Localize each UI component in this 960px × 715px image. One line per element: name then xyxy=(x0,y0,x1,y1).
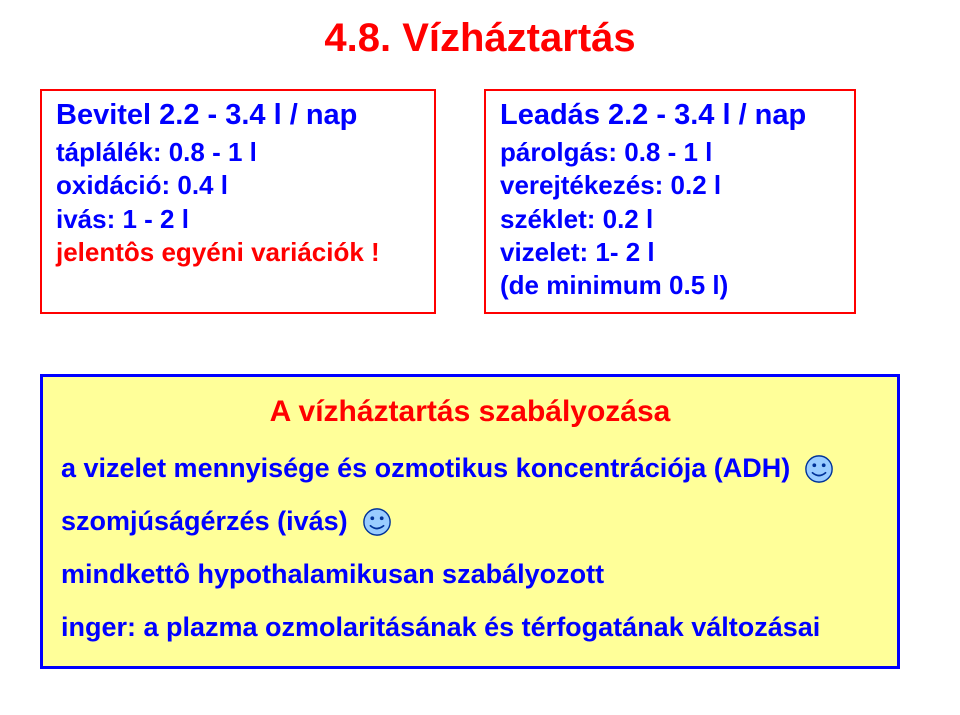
smiley-icon xyxy=(804,454,834,484)
intake-line: oxidáció: 0.4 l xyxy=(56,169,420,202)
regulation-item-text: szomjúságérzés (ivás) xyxy=(61,506,348,537)
regulation-item: szomjúságérzés (ivás) xyxy=(61,506,879,537)
intake-line-note: jelentôs egyéni variációk ! xyxy=(56,236,420,269)
regulation-item: mindkettô hypothalamikusan szabályozott xyxy=(61,559,879,590)
page-title: 4.8. Vízháztartás xyxy=(40,16,920,61)
output-line: verejtékezés: 0.2 l xyxy=(500,169,840,202)
output-line: széklet: 0.2 l xyxy=(500,203,840,236)
regulation-item-text: a vizelet mennyisége és ozmotikus koncen… xyxy=(61,453,790,484)
output-box: Leadás 2.2 - 3.4 l / nap párolgás: 0.8 -… xyxy=(484,89,856,314)
intake-heading: Bevitel 2.2 - 3.4 l / nap xyxy=(56,99,420,132)
regulation-item-text: mindkettô hypothalamikusan szabályozott xyxy=(61,559,604,590)
output-line: párolgás: 0.8 - 1 l xyxy=(500,136,840,169)
regulation-title: A vízháztartás szabályozása xyxy=(61,395,879,429)
regulation-item: inger: a plazma ozmolaritásának és térfo… xyxy=(61,612,879,643)
intake-box: Bevitel 2.2 - 3.4 l / nap táplálék: 0.8 … xyxy=(40,89,436,314)
regulation-box: A vízháztartás szabályozása a vizelet me… xyxy=(40,374,900,668)
intake-line: táplálék: 0.8 - 1 l xyxy=(56,136,420,169)
regulation-item-text: inger: a plazma ozmolaritásának és térfo… xyxy=(61,612,820,643)
boxes-row: Bevitel 2.2 - 3.4 l / nap táplálék: 0.8 … xyxy=(40,89,920,314)
output-line: (de minimum 0.5 l) xyxy=(500,269,840,302)
slide: 4.8. Vízháztartás Bevitel 2.2 - 3.4 l / … xyxy=(0,0,960,715)
output-heading: Leadás 2.2 - 3.4 l / nap xyxy=(500,99,840,132)
regulation-item: a vizelet mennyisége és ozmotikus koncen… xyxy=(61,453,879,484)
output-line: vizelet: 1- 2 l xyxy=(500,236,840,269)
intake-line: ivás: 1 - 2 l xyxy=(56,203,420,236)
smiley-icon xyxy=(362,507,392,537)
